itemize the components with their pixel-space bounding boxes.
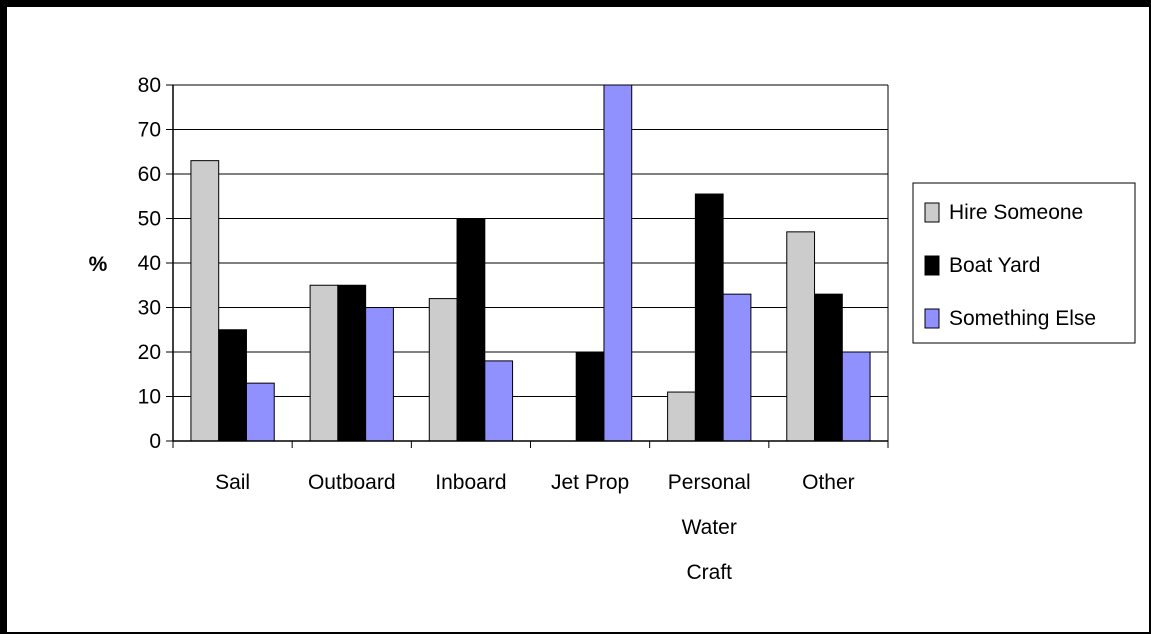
y-tick-label: 20 xyxy=(138,341,161,364)
y-tick-label: 70 xyxy=(138,119,161,142)
legend: Hire Someone Boat Yard Something Else xyxy=(912,182,1136,344)
y-tick-label: 10 xyxy=(138,386,161,409)
legend-label: Hire Someone xyxy=(949,201,1083,224)
x-tick-label: Sail xyxy=(215,471,250,494)
legend-swatch xyxy=(924,308,940,329)
bar xyxy=(722,293,752,442)
bar xyxy=(456,218,486,442)
x-tick-label: Inboard xyxy=(435,471,506,494)
x-tick-label: Outboard xyxy=(308,471,396,494)
bar xyxy=(484,360,514,442)
legend-swatch xyxy=(924,202,940,223)
x-tick-label: Other xyxy=(802,471,855,494)
bar xyxy=(245,382,275,442)
bar xyxy=(575,351,605,442)
x-tick-label: Jet Prop xyxy=(551,471,629,494)
y-tick-label: 60 xyxy=(138,163,161,186)
axes xyxy=(166,84,889,448)
bar xyxy=(786,231,816,442)
bar xyxy=(841,351,871,442)
bar xyxy=(190,160,220,442)
bar-chart: 0 10 20 30 40 50 60 70 80 Sail Outboard Inboard Jet… xyxy=(89,74,1136,584)
bars xyxy=(190,84,871,442)
y-tick-label: 0 xyxy=(149,430,161,453)
gridlines xyxy=(173,84,888,397)
bar xyxy=(309,284,339,442)
bar xyxy=(218,329,247,442)
bar xyxy=(365,307,394,442)
legend-swatch xyxy=(924,255,940,276)
y-tick-label: 80 xyxy=(138,74,161,97)
bar xyxy=(337,284,367,442)
legend-label: Boat Yard xyxy=(949,254,1040,277)
bar xyxy=(428,298,458,442)
y-tick-labels: 0 10 20 30 40 50 60 70 80 xyxy=(138,74,161,453)
bar xyxy=(814,293,843,442)
bar xyxy=(603,84,633,442)
bar xyxy=(694,193,724,442)
y-tick-label: 50 xyxy=(138,208,161,231)
y-axis-label: % xyxy=(89,253,108,276)
legend-box xyxy=(912,182,1136,344)
y-tick-label: 30 xyxy=(138,297,161,320)
x-tick-labels: Sail Outboard Inboard Jet Prop Personal Water… xyxy=(215,471,855,584)
y-tick-label: 40 xyxy=(138,252,161,275)
x-tick-label: Personal Water Craft xyxy=(668,471,751,584)
legend-label: Something Else xyxy=(949,307,1096,330)
bar xyxy=(667,391,696,442)
